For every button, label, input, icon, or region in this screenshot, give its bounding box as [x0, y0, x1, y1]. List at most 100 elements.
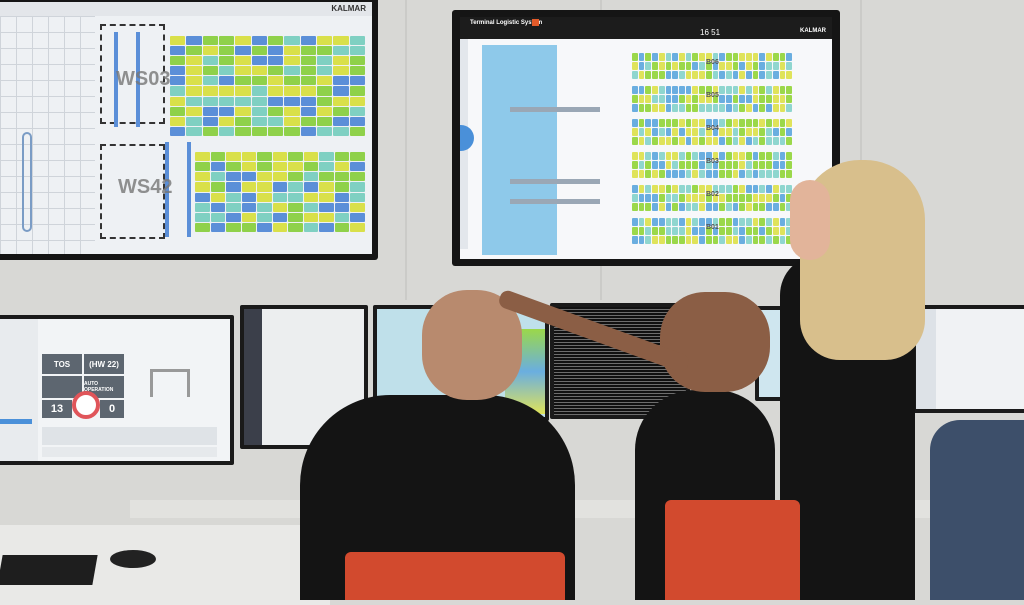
container-cell — [210, 192, 226, 202]
container-cell — [705, 119, 712, 127]
container-cell — [251, 76, 267, 86]
container-cell — [202, 126, 218, 136]
container-block — [632, 218, 792, 244]
container-cell — [645, 95, 652, 103]
mouse[interactable] — [110, 550, 156, 568]
container-cell — [705, 128, 712, 136]
container-cell — [319, 192, 334, 202]
workstation-area — [100, 144, 165, 239]
container-cell — [719, 185, 725, 193]
container-cell — [732, 170, 739, 178]
container-block — [195, 152, 365, 232]
container-cell — [685, 128, 692, 136]
container-cell — [766, 71, 772, 79]
container-cell — [272, 182, 288, 192]
container-cell — [699, 194, 705, 202]
container-cell — [685, 152, 692, 160]
container-cell — [779, 71, 786, 79]
container-cell — [665, 104, 672, 112]
container-cell — [699, 185, 705, 193]
sidebar-list[interactable] — [0, 319, 38, 461]
straddle-carrier-icon — [150, 369, 190, 397]
container-cell — [732, 137, 739, 145]
container-cell — [638, 194, 645, 202]
container-cell — [685, 236, 692, 244]
container-cell — [218, 126, 235, 136]
container-cell — [186, 76, 202, 86]
container-cell — [267, 126, 284, 136]
panel-toggle-button[interactable] — [460, 125, 474, 151]
block-label: B03 — [706, 158, 719, 165]
block-label: B05 — [706, 92, 719, 99]
container-cell — [316, 76, 333, 86]
keyboard[interactable] — [0, 555, 98, 585]
container-cell — [678, 104, 685, 112]
container-cell — [300, 86, 316, 96]
container-cell — [692, 218, 699, 226]
block-label: WS03 — [116, 68, 171, 90]
container-cell — [766, 128, 772, 136]
container-cell — [725, 236, 732, 244]
container-cell — [241, 152, 257, 162]
container-cell — [632, 218, 638, 226]
container-cell — [786, 62, 792, 70]
container-cell — [786, 86, 792, 94]
count-tile: 0 — [100, 400, 124, 418]
container-cell — [300, 106, 316, 116]
container-cell — [257, 212, 272, 222]
container-cell — [705, 62, 712, 70]
container-cell — [699, 161, 705, 169]
container-cell — [638, 86, 645, 94]
container-cell — [632, 161, 638, 169]
selected-list-item[interactable] — [0, 419, 32, 424]
container-cell — [334, 192, 350, 202]
container-cell — [678, 137, 685, 145]
container-cell — [705, 95, 712, 103]
job-row[interactable] — [42, 427, 217, 445]
container-cell — [665, 185, 672, 193]
container-cell — [739, 185, 746, 193]
container-cell — [672, 119, 678, 127]
container-cell — [349, 116, 365, 126]
container-cell — [210, 212, 226, 222]
container-cell — [719, 152, 725, 160]
container-cell — [241, 212, 257, 222]
container-cell — [786, 71, 792, 79]
container-cell — [284, 56, 300, 66]
container-cell — [678, 185, 685, 193]
container-cell — [658, 170, 665, 178]
container-cell — [652, 86, 658, 94]
container-cell — [288, 152, 303, 162]
container-cell — [725, 53, 732, 61]
container-cell — [779, 53, 786, 61]
container-cell — [195, 182, 210, 192]
container-cell — [712, 95, 719, 103]
container-cell — [685, 227, 692, 235]
container-cell — [712, 119, 719, 127]
container-cell — [349, 76, 365, 86]
container-cell — [235, 46, 251, 56]
container-cell — [739, 119, 746, 127]
crane-icon — [114, 32, 140, 127]
container-cell — [732, 53, 739, 61]
container-cell — [288, 172, 303, 182]
container-cell — [786, 194, 792, 202]
container-cell — [786, 227, 792, 235]
container-cell — [288, 212, 303, 222]
container-cell — [300, 126, 316, 136]
container-cell — [652, 218, 658, 226]
container-cell — [725, 170, 732, 178]
container-cell — [267, 76, 284, 86]
container-cell — [652, 95, 658, 103]
job-row[interactable] — [42, 447, 217, 457]
container-cell — [300, 36, 316, 46]
container-cell — [746, 236, 752, 244]
sidebar[interactable] — [244, 309, 262, 445]
seated-person-right — [930, 420, 1024, 600]
container-cell — [712, 227, 719, 235]
container-cell — [678, 218, 685, 226]
container-cell — [672, 62, 678, 70]
container-cell — [202, 56, 218, 66]
container-cell — [699, 137, 705, 145]
container-cell — [186, 96, 202, 106]
